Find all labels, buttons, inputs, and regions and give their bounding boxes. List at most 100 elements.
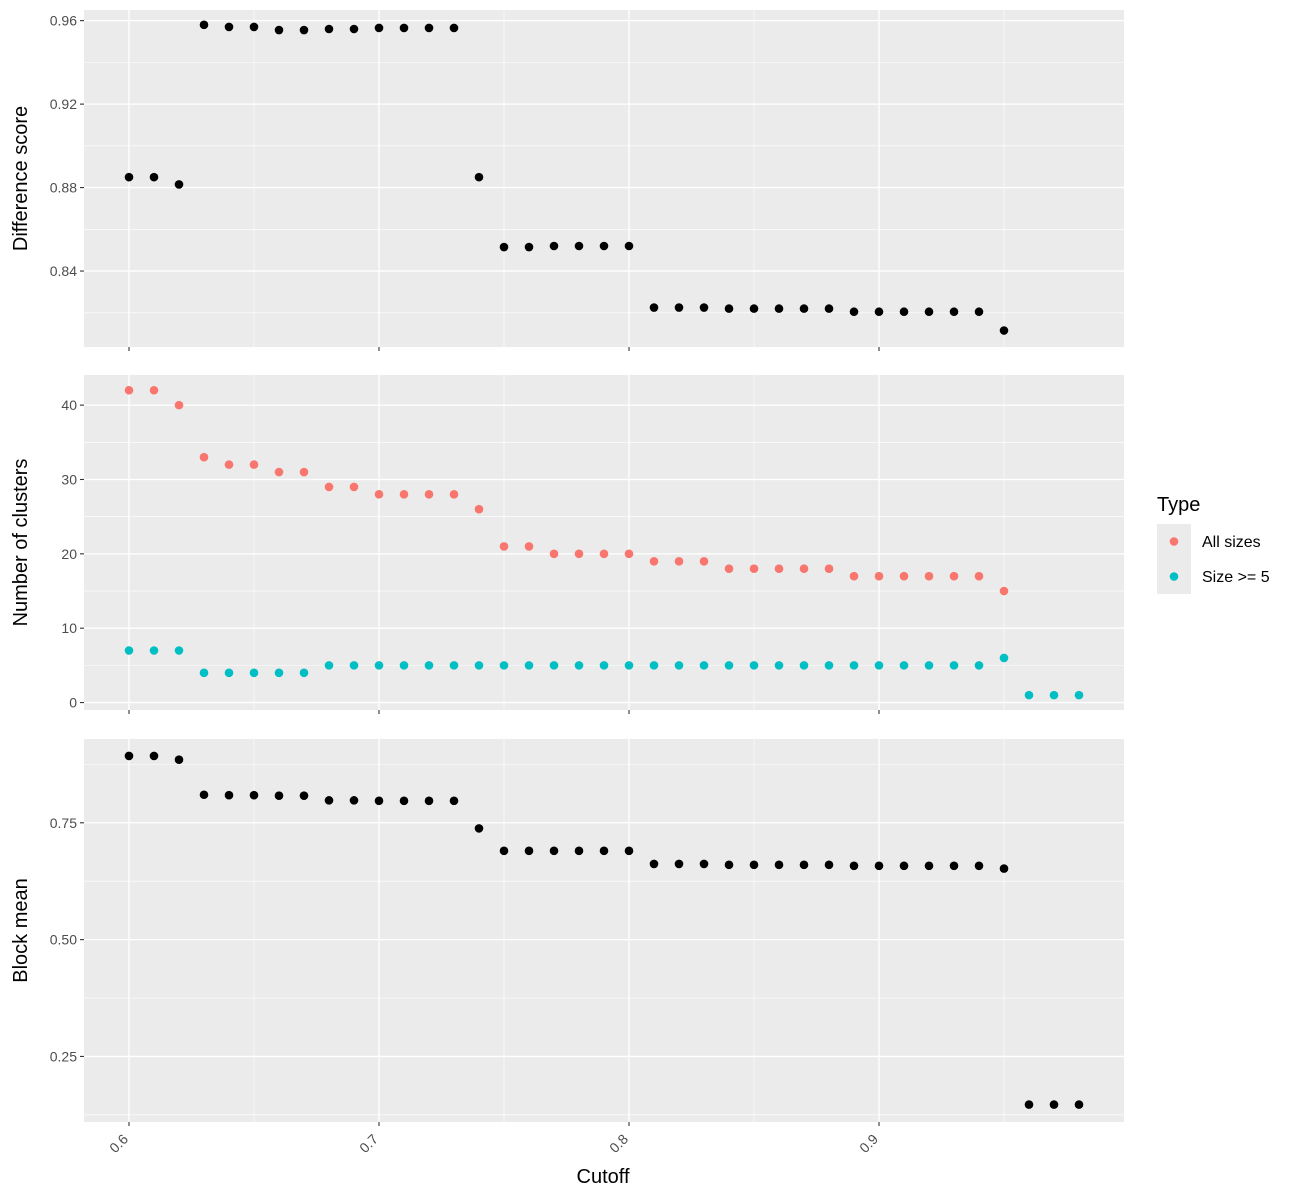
- data-point: [649, 859, 659, 869]
- y-axis-title: Difference score: [10, 106, 32, 251]
- data-point: [349, 482, 359, 492]
- data-point: [749, 304, 759, 313]
- data-point: [749, 661, 759, 670]
- data-point: [549, 846, 559, 856]
- data-point: [774, 564, 784, 574]
- data-point: [299, 668, 309, 678]
- data-point: [924, 307, 934, 317]
- data-point: [599, 241, 609, 251]
- data-point: [824, 564, 834, 574]
- data-point: [124, 751, 134, 761]
- x-axis-title: Cutoff: [577, 1166, 630, 1188]
- data-point: [224, 790, 234, 800]
- data-point: [549, 661, 559, 670]
- data-point: [899, 861, 909, 871]
- data-point: [449, 23, 459, 33]
- y-tick-label: 0: [69, 695, 77, 711]
- data-point: [899, 571, 909, 581]
- data-point: [649, 661, 659, 670]
- data-point: [699, 661, 709, 670]
- data-point: [499, 661, 509, 670]
- y-tick-label: 0.96: [50, 13, 77, 29]
- data-point: [774, 860, 784, 870]
- panel-1: 0.84 0.88 0.92 0.96 Difference score: [10, 10, 1124, 351]
- data-point: [324, 661, 334, 670]
- legend-label: Size >= 5: [1202, 569, 1270, 586]
- data-point: [549, 241, 559, 251]
- data-point: [899, 307, 909, 317]
- data-point: [399, 796, 409, 806]
- data-point: [799, 661, 809, 670]
- data-point: [724, 860, 734, 870]
- data-point: [1049, 1100, 1059, 1109]
- data-point: [774, 304, 784, 313]
- data-point: [124, 385, 134, 395]
- data-point: [674, 303, 684, 312]
- data-point: [349, 661, 359, 670]
- data-point: [474, 504, 484, 514]
- data-point: [249, 790, 259, 800]
- data-point: [1024, 1100, 1034, 1109]
- data-point: [824, 304, 834, 313]
- data-point: [849, 307, 859, 317]
- y-tick-label: 0.25: [50, 1048, 77, 1064]
- data-point: [874, 307, 884, 317]
- data-point: [324, 482, 334, 492]
- data-point: [474, 824, 484, 833]
- data-point: [674, 859, 684, 869]
- data-point: [624, 549, 634, 559]
- data-point: [274, 668, 284, 678]
- panel-background: [84, 10, 1124, 347]
- panel-background: [84, 375, 1124, 710]
- data-point: [599, 661, 609, 670]
- data-point: [549, 549, 559, 559]
- data-point: [374, 796, 384, 806]
- data-point: [524, 846, 534, 856]
- data-point: [174, 755, 184, 765]
- data-point: [224, 22, 234, 32]
- legend-key-marker: [1169, 537, 1179, 546]
- y-axis-title: Number of clusters: [10, 459, 32, 627]
- data-point: [574, 549, 584, 559]
- data-point: [924, 661, 934, 670]
- data-point: [749, 860, 759, 870]
- data-point: [174, 180, 184, 189]
- data-point: [624, 846, 634, 856]
- data-point: [149, 646, 159, 655]
- data-point: [324, 24, 334, 34]
- y-tick-label: 40: [61, 397, 77, 413]
- panel-3: 0.25 0.50 0.75 Block mean 0.6 0.7 0.8 0.9: [10, 739, 1124, 1156]
- data-point: [274, 25, 284, 35]
- data-point: [874, 571, 884, 581]
- data-point: [574, 241, 584, 251]
- data-point: [999, 864, 1009, 873]
- data-point: [649, 303, 659, 312]
- y-tick-label: 0.92: [50, 96, 77, 112]
- data-point: [999, 326, 1009, 335]
- data-point: [949, 307, 959, 317]
- data-point: [474, 661, 484, 670]
- data-point: [799, 304, 809, 313]
- data-point: [449, 490, 459, 499]
- data-point: [199, 790, 209, 800]
- data-point: [249, 22, 259, 32]
- y-tick-label: 0.84: [50, 263, 77, 279]
- data-point: [824, 860, 834, 870]
- data-point: [824, 661, 834, 670]
- data-point: [299, 791, 309, 800]
- data-point: [624, 661, 634, 670]
- data-point: [1049, 690, 1059, 700]
- y-tick-label: 20: [61, 546, 77, 562]
- panel-2: 0 10 20 30 40 Number of clusters: [10, 375, 1124, 714]
- data-point: [1074, 690, 1084, 700]
- data-point: [149, 385, 159, 395]
- data-point: [399, 23, 409, 33]
- data-point: [774, 661, 784, 670]
- data-point: [799, 564, 809, 574]
- data-point: [149, 751, 159, 761]
- data-point: [374, 23, 384, 33]
- data-point: [224, 460, 234, 469]
- data-point: [574, 661, 584, 670]
- data-point: [874, 661, 884, 670]
